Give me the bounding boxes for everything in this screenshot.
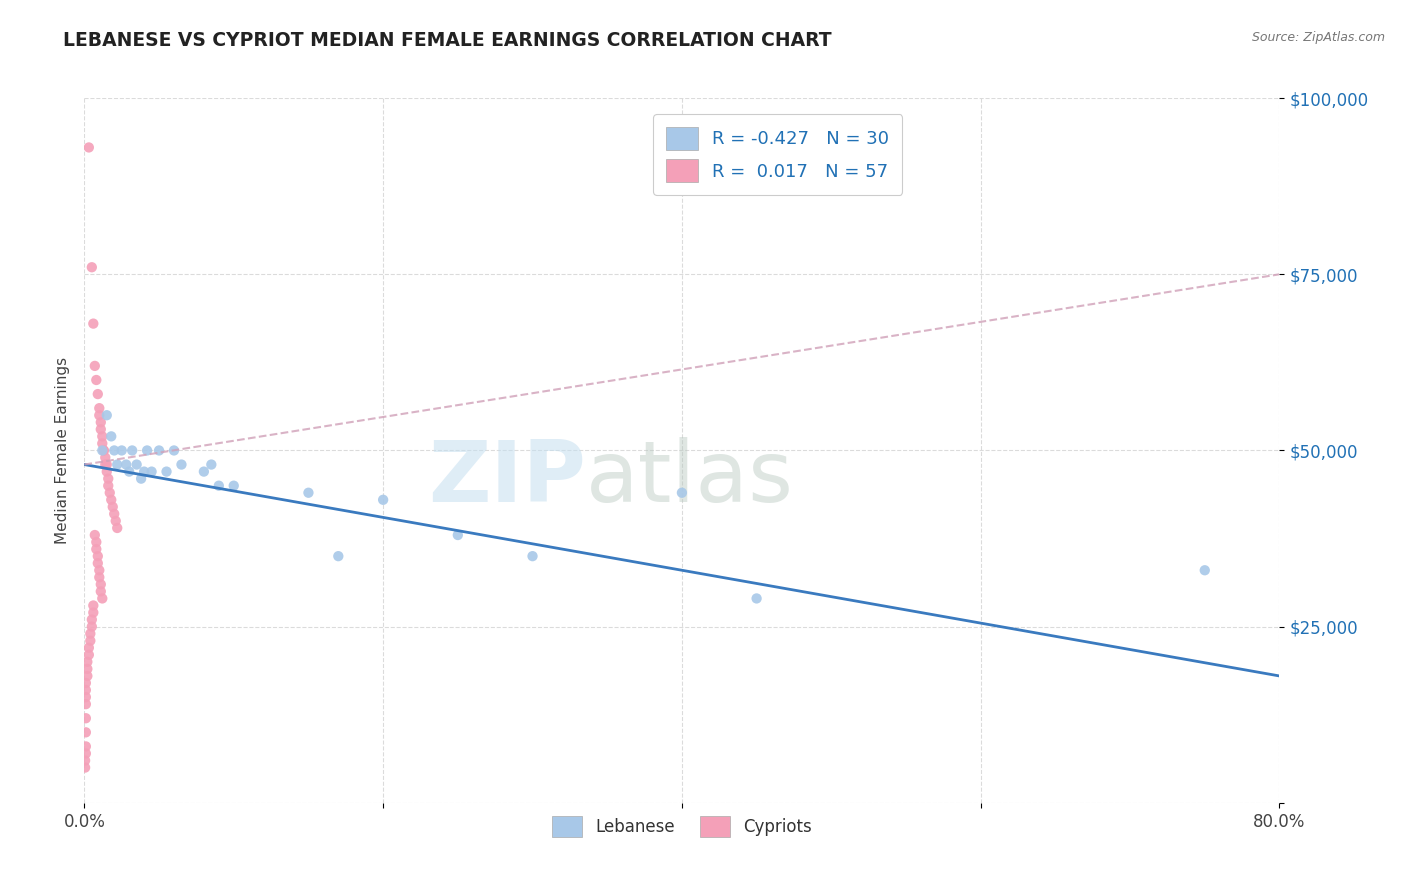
Point	[105, 458, 128, 472]
Point	[118, 465, 141, 479]
Point	[77, 640, 100, 655]
Point	[77, 648, 100, 662]
Point	[93, 443, 115, 458]
Point	[100, 429, 122, 443]
Point	[193, 465, 215, 479]
Point	[91, 436, 114, 450]
Point	[90, 415, 112, 429]
Point	[104, 514, 127, 528]
Point	[79, 626, 101, 640]
Point	[80, 260, 103, 275]
Point	[90, 422, 112, 436]
Point	[125, 458, 148, 472]
Point	[89, 563, 111, 577]
Point	[86, 373, 108, 387]
Point	[208, 478, 231, 492]
Point	[103, 443, 125, 458]
Point	[328, 549, 350, 564]
Point	[101, 500, 124, 514]
Point	[93, 443, 115, 458]
Point	[89, 408, 111, 422]
Point	[77, 140, 100, 154]
Point	[91, 591, 114, 606]
Point	[75, 760, 97, 774]
Point	[80, 619, 103, 633]
Point	[75, 690, 97, 705]
Point	[90, 577, 112, 591]
Point	[90, 584, 112, 599]
Point	[155, 465, 177, 479]
Point	[132, 465, 156, 479]
Point	[522, 549, 544, 564]
Point	[97, 478, 120, 492]
Point	[745, 591, 768, 606]
Point	[94, 450, 117, 465]
Point	[148, 443, 170, 458]
Point	[297, 485, 319, 500]
Point	[89, 401, 111, 416]
Point	[91, 429, 114, 443]
Point	[87, 387, 110, 401]
Point	[200, 458, 222, 472]
Point	[1194, 563, 1216, 577]
Point	[222, 478, 245, 492]
Point	[96, 408, 118, 422]
Text: ZIP: ZIP	[429, 437, 586, 520]
Point	[115, 458, 138, 472]
Point	[103, 507, 125, 521]
Point	[141, 465, 163, 479]
Legend: Lebanese, Cypriots: Lebanese, Cypriots	[546, 809, 818, 844]
Point	[89, 570, 111, 584]
Point	[100, 492, 122, 507]
Point	[98, 485, 121, 500]
Point	[91, 443, 114, 458]
Point	[105, 521, 128, 535]
Point	[76, 662, 98, 676]
Point	[76, 669, 98, 683]
Point	[170, 458, 193, 472]
Point	[79, 633, 101, 648]
Y-axis label: Median Female Earnings: Median Female Earnings	[55, 357, 70, 544]
Point	[82, 599, 104, 613]
Point	[75, 739, 97, 754]
Point	[86, 542, 108, 557]
Text: Source: ZipAtlas.com: Source: ZipAtlas.com	[1251, 31, 1385, 45]
Point	[75, 747, 97, 761]
Point	[75, 683, 97, 698]
Point	[75, 697, 97, 711]
Text: atlas: atlas	[586, 437, 794, 520]
Point	[80, 613, 103, 627]
Point	[163, 443, 186, 458]
Point	[83, 528, 105, 542]
Point	[671, 485, 693, 500]
Point	[83, 359, 105, 373]
Point	[75, 711, 97, 725]
Point	[129, 472, 152, 486]
Point	[87, 549, 110, 564]
Point	[87, 556, 110, 570]
Point	[121, 443, 143, 458]
Point	[96, 465, 118, 479]
Point	[94, 458, 117, 472]
Point	[111, 443, 134, 458]
Point	[82, 317, 104, 331]
Point	[75, 725, 97, 739]
Point	[373, 492, 395, 507]
Point	[75, 754, 97, 768]
Point	[82, 606, 104, 620]
Point	[75, 676, 97, 690]
Point	[447, 528, 470, 542]
Text: LEBANESE VS CYPRIOT MEDIAN FEMALE EARNINGS CORRELATION CHART: LEBANESE VS CYPRIOT MEDIAN FEMALE EARNIN…	[63, 31, 832, 50]
Point	[97, 472, 120, 486]
Point	[86, 535, 108, 549]
Point	[76, 655, 98, 669]
Point	[96, 458, 118, 472]
Point	[136, 443, 159, 458]
